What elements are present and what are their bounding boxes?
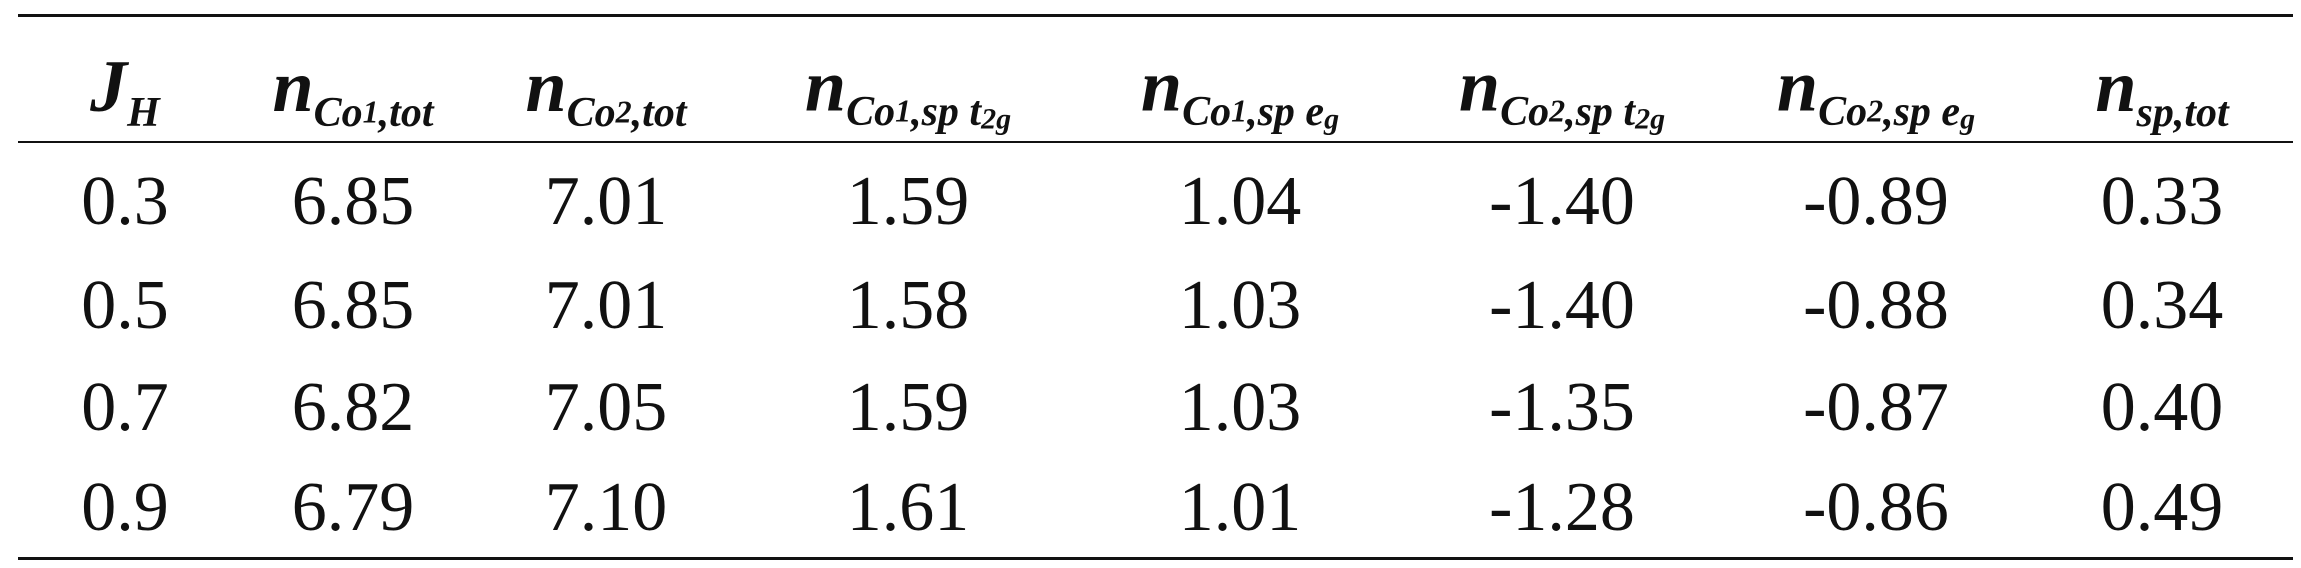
- header-subscript: H: [127, 89, 160, 136]
- header-subscript: Co: [566, 89, 616, 136]
- table-cell: 1.59: [846, 163, 970, 240]
- header-symbol: J: [90, 46, 128, 129]
- column-header: JH: [90, 50, 160, 134]
- table-cell: 0.40: [2100, 369, 2224, 446]
- table-cell: -1.28: [1489, 469, 1635, 546]
- column-header: nCo2,sp t2g: [1459, 50, 1665, 135]
- table-cell: 6.85: [291, 163, 415, 240]
- column-header: nCo2,tot: [525, 50, 686, 134]
- table-cell: 1.59: [846, 369, 970, 446]
- table-cell: -0.88: [1803, 267, 1949, 344]
- table-cell: 1.04: [1178, 163, 1302, 240]
- table-cell: 6.79: [291, 469, 415, 546]
- top-rule: [18, 14, 2293, 17]
- header-subscript: 2: [615, 93, 632, 130]
- header-subscript: 1: [362, 93, 379, 130]
- table-cell: 7.05: [544, 369, 668, 446]
- table-cell: 7.10: [544, 469, 668, 546]
- header-subscript: ,tot: [631, 89, 687, 136]
- row-label: 0.9: [81, 469, 169, 546]
- header-symbol: n: [2095, 46, 2137, 129]
- table-cell: 1.58: [846, 267, 970, 344]
- header-subscript: ,sp t: [1565, 89, 1636, 136]
- header-symbol: n: [272, 46, 314, 129]
- table-cell: 0.49: [2100, 469, 2224, 546]
- column-header: nsp,tot: [2095, 50, 2228, 134]
- table-cell: 6.82: [291, 369, 415, 446]
- table-cell: 7.01: [544, 163, 668, 240]
- table-cell: 7.01: [544, 267, 668, 344]
- header-symbol: n: [525, 46, 567, 129]
- table-cell: 0.33: [2100, 163, 2224, 240]
- table-cell: 1.03: [1178, 267, 1302, 344]
- table-cell: -0.87: [1803, 369, 1949, 446]
- header-subscript: ,sp t: [911, 89, 982, 136]
- table-cell: -1.40: [1489, 267, 1635, 344]
- header-subscript: ,sp e: [1883, 89, 1961, 136]
- header-subscript: Co: [846, 89, 896, 136]
- header-subscript: 2g: [981, 102, 1012, 136]
- header-subscript: Co: [1500, 89, 1550, 136]
- header-symbol: n: [1776, 45, 1819, 128]
- column-header: nCo2,sp eg: [1777, 50, 1975, 135]
- table-cell: -1.35: [1489, 369, 1635, 446]
- table-cell: 0.34: [2100, 267, 2224, 344]
- table-cell: -0.86: [1803, 469, 1949, 546]
- header-subscript: ,tot: [378, 89, 434, 136]
- header-subscript: g: [1324, 102, 1340, 136]
- row-label: 0.5: [81, 267, 169, 344]
- header-rule: [18, 141, 2293, 143]
- header-subscript: sp,tot: [2136, 89, 2229, 136]
- column-header: nCo1,sp t2g: [805, 50, 1011, 135]
- header-subscript: g: [1960, 102, 1976, 136]
- header-symbol: n: [1458, 45, 1501, 128]
- header-subscript: 2g: [1635, 102, 1666, 136]
- header-subscript: 1: [1231, 92, 1248, 129]
- column-header: nCo1,tot: [272, 50, 433, 134]
- column-header: nCo1,sp eg: [1141, 50, 1339, 135]
- header-subscript: Co: [1818, 89, 1868, 136]
- header-symbol: n: [1140, 45, 1183, 128]
- header-symbol: n: [804, 45, 847, 128]
- header-subscript: 1: [895, 92, 912, 129]
- header-subscript: 2: [1549, 92, 1566, 129]
- table-cell: 1.61: [846, 469, 970, 546]
- table-cell: 1.03: [1178, 369, 1302, 446]
- row-label: 0.7: [81, 369, 169, 446]
- header-subscript: 2: [1867, 92, 1884, 129]
- table-cell: -0.89: [1803, 163, 1949, 240]
- table-cell: -1.40: [1489, 163, 1635, 240]
- header-subscript: Co: [313, 89, 363, 136]
- bottom-rule: [18, 557, 2293, 560]
- table-cell: 1.01: [1178, 469, 1302, 546]
- header-subscript: Co: [1182, 89, 1232, 136]
- header-subscript: ,sp e: [1247, 89, 1325, 136]
- row-label: 0.3: [81, 163, 169, 240]
- table-cell: 6.85: [291, 267, 415, 344]
